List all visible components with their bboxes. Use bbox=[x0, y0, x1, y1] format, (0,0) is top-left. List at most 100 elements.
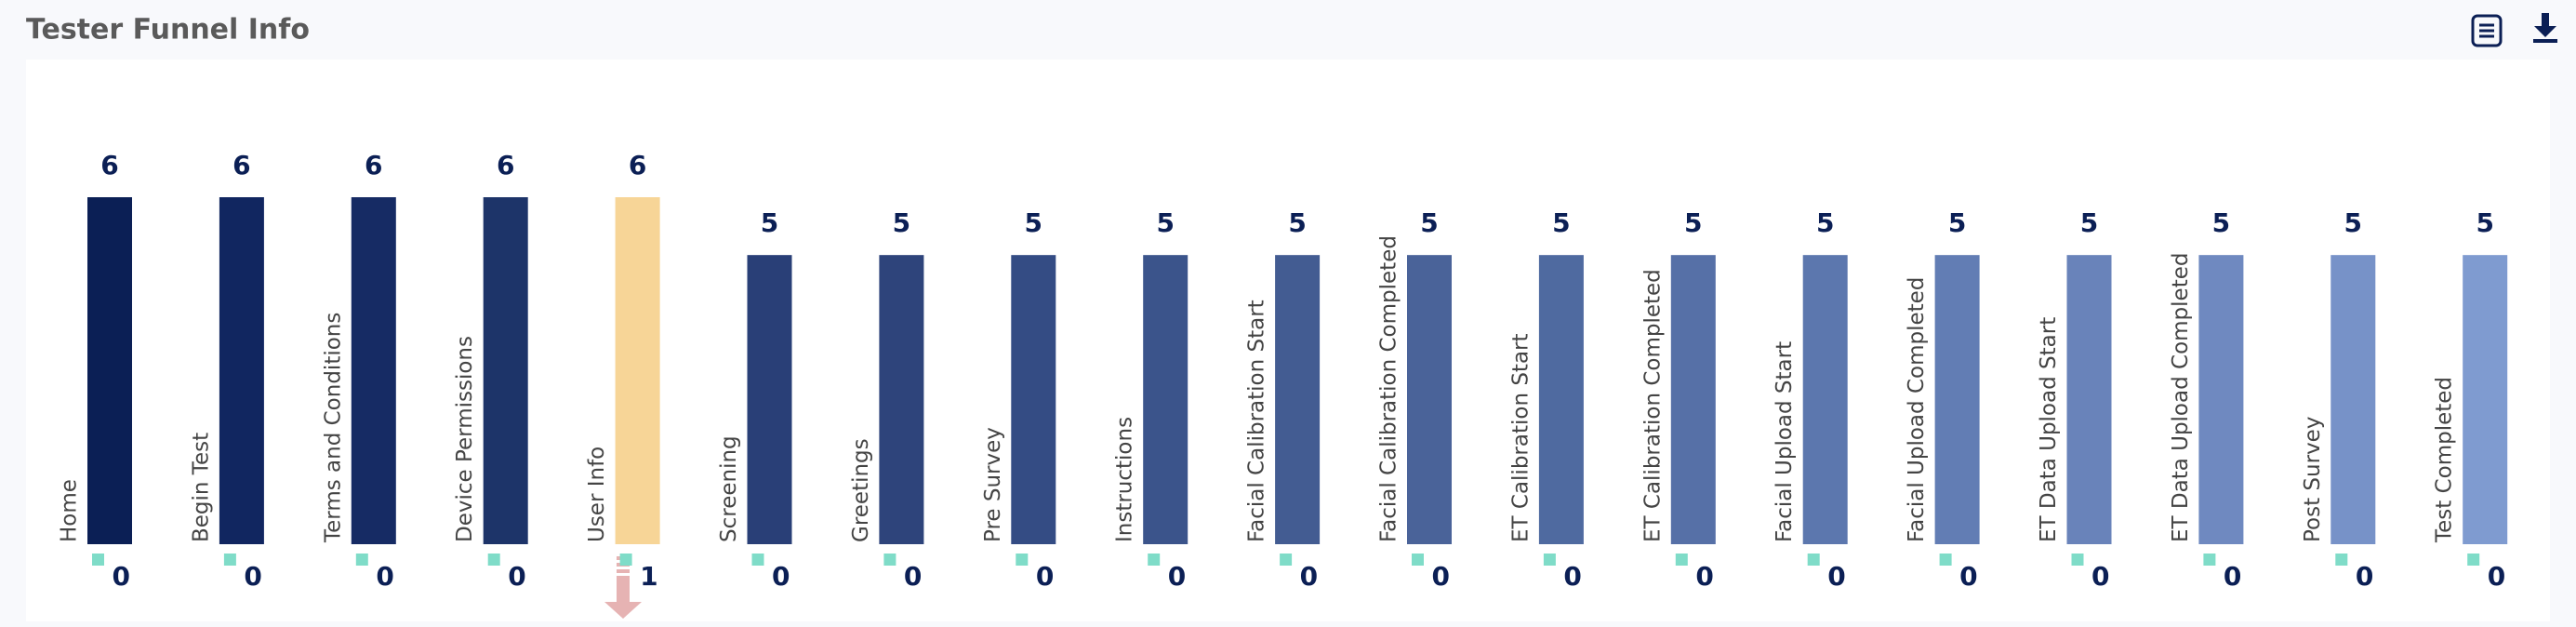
category-label: ET Calibration Start bbox=[1508, 333, 1533, 542]
dropoff-marker bbox=[2071, 554, 2084, 566]
category-label: Test Completed bbox=[2433, 377, 2457, 543]
bar bbox=[615, 197, 660, 544]
value-label: 5 bbox=[2476, 207, 2493, 238]
bar bbox=[351, 197, 396, 544]
value-label: 5 bbox=[1816, 207, 1834, 238]
dropoff-value: 0 bbox=[2091, 561, 2109, 592]
bar bbox=[2198, 255, 2244, 544]
category-label: Terms and Conditions bbox=[321, 313, 345, 543]
dropoff-value: 0 bbox=[1827, 561, 1845, 592]
bar bbox=[1538, 255, 1584, 544]
value-label: 5 bbox=[1288, 207, 1306, 238]
category-label: Facial Upload Start bbox=[1773, 341, 1797, 542]
dropoff-value: 0 bbox=[2224, 561, 2241, 592]
bar bbox=[2330, 255, 2376, 544]
dropoff-marker bbox=[2203, 554, 2216, 566]
category-label: Facial Upload Completed bbox=[1905, 277, 1929, 542]
bar bbox=[87, 197, 132, 544]
dropoff-value: 0 bbox=[1695, 561, 1713, 592]
dropoff-marker bbox=[1280, 554, 1293, 566]
dropoff-value: 0 bbox=[1432, 561, 1450, 592]
value-label: 5 bbox=[1156, 207, 1174, 238]
bar bbox=[483, 197, 528, 544]
dropoff-value: 0 bbox=[1300, 561, 1318, 592]
bar bbox=[1934, 255, 1980, 544]
dropoff-marker bbox=[1939, 554, 1952, 566]
category-label: Greetings bbox=[849, 438, 873, 542]
dropoff-value: 0 bbox=[2356, 561, 2373, 592]
category-label: Post Survey bbox=[2301, 417, 2325, 542]
value-label: 5 bbox=[2212, 207, 2230, 238]
bar bbox=[219, 197, 264, 544]
dropoff-marker bbox=[1148, 554, 1161, 566]
dropoff-value: 0 bbox=[2488, 561, 2505, 592]
dropoff-marker bbox=[355, 554, 368, 566]
dropoff-marker bbox=[2335, 554, 2348, 566]
value-label: 5 bbox=[893, 207, 910, 238]
category-label: Screening bbox=[717, 435, 741, 542]
dropoff-value: 1 bbox=[640, 561, 657, 592]
category-label: Pre Survey bbox=[981, 427, 1005, 542]
dropoff-value: 0 bbox=[1168, 561, 1186, 592]
download-icon[interactable] bbox=[2533, 13, 2557, 43]
value-label: 6 bbox=[497, 150, 514, 180]
dropoff-marker bbox=[1543, 554, 1556, 566]
dropoff-marker bbox=[1675, 554, 1688, 566]
dropoff-marker bbox=[1016, 554, 1029, 566]
dropoff-marker bbox=[619, 554, 632, 566]
dropoff-marker bbox=[1807, 554, 1820, 566]
dropoff-marker bbox=[883, 554, 896, 566]
dropoff-marker bbox=[751, 554, 764, 566]
bar bbox=[2066, 255, 2112, 544]
category-label: Instructions bbox=[1113, 417, 1137, 542]
value-label: 5 bbox=[1025, 207, 1042, 238]
dropoff-value: 0 bbox=[904, 561, 922, 592]
value-label: 6 bbox=[100, 150, 118, 180]
dropoff-value: 0 bbox=[772, 561, 790, 592]
value-label: 5 bbox=[1684, 207, 1702, 238]
dropoff-marker bbox=[2467, 554, 2480, 566]
category-label: Home bbox=[58, 479, 82, 542]
value-label: 5 bbox=[1948, 207, 1966, 238]
bar bbox=[1275, 255, 1321, 544]
dropoff-value: 0 bbox=[1563, 561, 1581, 592]
value-label: 5 bbox=[1420, 207, 1438, 238]
category-label: Facial Calibration Start bbox=[1245, 300, 1269, 542]
dropoff-marker bbox=[92, 554, 104, 566]
dropoff-marker bbox=[487, 554, 500, 566]
bar bbox=[1407, 255, 1452, 544]
value-label: 6 bbox=[232, 150, 250, 180]
category-label: Device Permissions bbox=[453, 336, 477, 542]
value-label: 5 bbox=[2344, 207, 2362, 238]
value-label: 6 bbox=[365, 150, 382, 180]
bar bbox=[879, 255, 924, 544]
dropoff-value: 0 bbox=[244, 561, 261, 592]
bar bbox=[1670, 255, 1716, 544]
category-label: Begin Test bbox=[189, 433, 213, 542]
value-label: 6 bbox=[629, 150, 646, 180]
value-label: 5 bbox=[1552, 207, 1570, 238]
category-label: User Info bbox=[585, 447, 609, 542]
dropoff-value: 0 bbox=[508, 561, 525, 592]
dropoff-value: 0 bbox=[113, 561, 130, 592]
category-label: ET Data Upload Completed bbox=[2169, 253, 2193, 542]
dropoff-value: 0 bbox=[1959, 561, 1977, 592]
bar bbox=[1143, 255, 1188, 544]
dropoff-value: 0 bbox=[1036, 561, 1054, 592]
dropoff-marker bbox=[223, 554, 236, 566]
bar bbox=[1011, 255, 1056, 544]
dropoff-value: 0 bbox=[376, 561, 393, 592]
bar bbox=[747, 255, 792, 544]
chart-title: Tester Funnel Info bbox=[26, 14, 310, 47]
category-label: ET Calibration Completed bbox=[1640, 269, 1665, 542]
value-label: 5 bbox=[2080, 207, 2098, 238]
bar bbox=[2463, 255, 2508, 544]
category-label: ET Data Upload Start bbox=[2037, 317, 2061, 542]
value-label: 5 bbox=[761, 207, 778, 238]
dropoff-marker bbox=[1412, 554, 1424, 566]
report-icon[interactable] bbox=[2471, 14, 2503, 47]
bar bbox=[1802, 255, 1848, 544]
category-label: Facial Calibration Completed bbox=[1377, 235, 1401, 542]
